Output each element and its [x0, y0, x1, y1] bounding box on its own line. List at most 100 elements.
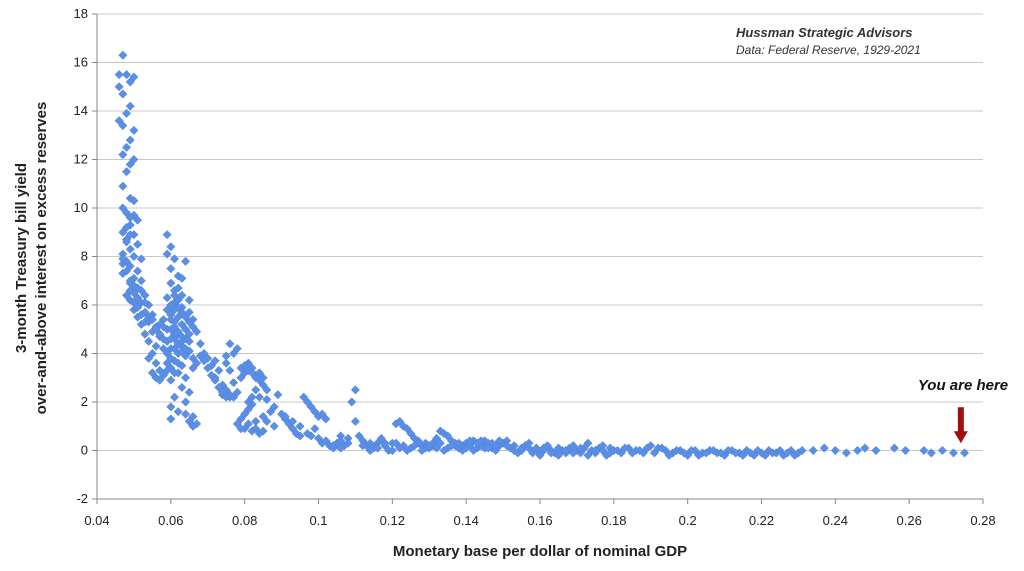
data-point	[808, 445, 818, 456]
data-point	[686, 445, 696, 456]
y-tick-label: 14	[74, 103, 88, 118]
data-point	[432, 443, 442, 453]
down-arrow-icon	[953, 407, 968, 444]
data-point	[125, 213, 135, 223]
data-point	[269, 402, 279, 412]
data-point	[395, 443, 405, 453]
data-point	[173, 358, 183, 368]
data-point	[229, 392, 239, 402]
data-point	[162, 249, 172, 259]
data-point	[136, 276, 146, 286]
data-point	[133, 302, 143, 312]
x-tick-label: 0.24	[823, 513, 848, 528]
data-point	[121, 237, 132, 247]
arrow-head	[953, 431, 968, 444]
data-point	[649, 448, 659, 458]
data-point	[424, 441, 434, 451]
data-point	[819, 443, 829, 453]
data-point	[635, 445, 645, 456]
data-point	[166, 375, 176, 385]
data-point	[262, 385, 272, 395]
data-point	[162, 305, 172, 315]
data-point	[147, 314, 157, 325]
data-point	[184, 329, 194, 339]
data-point	[959, 448, 970, 458]
data-point	[273, 390, 283, 400]
data-point	[169, 329, 180, 339]
data-point	[162, 293, 172, 303]
data-point	[199, 356, 209, 366]
data-point	[192, 419, 202, 429]
data-point	[524, 438, 534, 448]
source-note: Data: Federal Reserve, 1929-2021	[736, 43, 921, 57]
data-point	[140, 298, 150, 308]
y-axis-title-line-1: 3-month Treasury bill yield	[13, 163, 30, 353]
data-point	[302, 428, 312, 439]
data-point	[166, 314, 176, 325]
data-point	[225, 365, 235, 376]
data-point	[926, 448, 936, 458]
data-point	[919, 445, 929, 456]
x-tick-label: 0.08	[232, 513, 257, 528]
data-point	[121, 266, 132, 276]
data-point	[181, 373, 191, 383]
data-point	[177, 273, 187, 283]
data-point	[343, 438, 353, 448]
data-point	[114, 70, 124, 80]
data-point	[121, 222, 132, 232]
data-point	[664, 450, 674, 460]
data-point	[583, 438, 593, 448]
data-point	[221, 358, 231, 368]
data-point	[162, 230, 172, 240]
data-point	[708, 445, 719, 456]
data-point	[177, 336, 187, 346]
data-point	[214, 365, 224, 376]
data-point	[184, 387, 194, 397]
data-point	[509, 445, 519, 456]
data-point	[177, 382, 187, 393]
data-point	[295, 431, 305, 441]
data-point	[118, 50, 128, 60]
data-point	[140, 317, 150, 327]
data-point	[790, 450, 800, 460]
data-point	[679, 448, 689, 458]
data-point	[417, 445, 427, 456]
data-point	[243, 397, 253, 407]
x-tick-label: 0.16	[527, 513, 552, 528]
data-points	[114, 50, 970, 460]
data-point	[782, 448, 792, 458]
data-point	[723, 445, 733, 456]
data-point	[409, 441, 420, 451]
data-point	[321, 436, 331, 446]
x-axis-title: Monetary base per dollar of nominal GDP	[393, 543, 687, 560]
data-point	[118, 259, 128, 269]
data-point	[852, 445, 863, 456]
data-point	[188, 411, 198, 422]
x-tick-label: 0.18	[601, 513, 626, 528]
data-point	[830, 445, 840, 456]
data-point	[657, 443, 667, 453]
data-point	[118, 150, 128, 160]
data-point	[598, 441, 608, 451]
data-point	[701, 448, 711, 458]
data-point	[731, 448, 741, 458]
y-tick-label: 4	[81, 346, 88, 361]
x-tick-label: 0.1	[309, 513, 327, 528]
data-point	[125, 135, 135, 145]
data-point	[446, 441, 456, 451]
data-point	[125, 159, 135, 169]
data-point	[169, 290, 180, 300]
x-tick-label: 0.14	[454, 513, 479, 528]
data-point	[454, 438, 464, 448]
data-point	[745, 448, 755, 458]
data-point	[350, 385, 360, 395]
data-point	[900, 445, 911, 456]
data-point	[516, 443, 527, 453]
y-tick-label: 2	[81, 394, 88, 409]
y-tick-label: 16	[74, 55, 88, 70]
data-point	[121, 142, 132, 152]
data-point	[192, 358, 202, 368]
data-point	[166, 264, 176, 274]
y-tick-labels: -2 0 2 4 6 8 10 12 14 16 18	[74, 6, 88, 506]
